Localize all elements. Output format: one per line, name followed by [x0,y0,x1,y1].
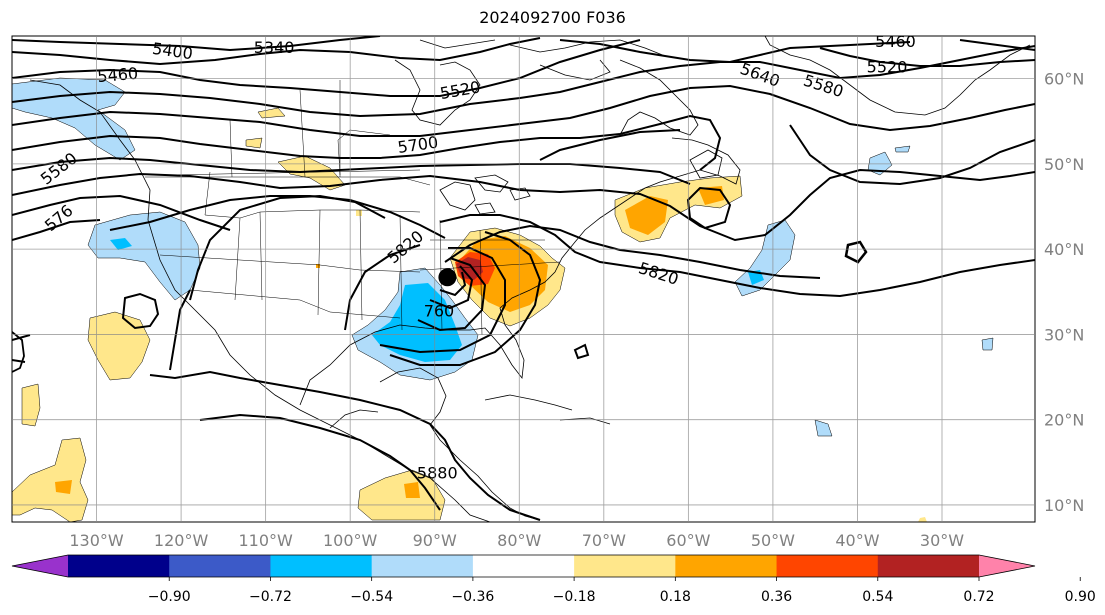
lon-tick-label: 130°W [69,531,124,550]
contour-label: 5460 [97,64,139,86]
lat-tick-label: 40°N [1044,240,1084,259]
lat-tick-label: 10°N [1044,496,1084,515]
contour-label: 5880 [417,464,458,483]
colorbar-segment [574,555,676,577]
lat-tick-label: 30°N [1044,325,1084,344]
colorbar-tick-label: 0.72 [963,589,994,605]
contour-label-text: 5400 [151,39,194,63]
colorbar-tick-label: −0.18 [553,589,596,605]
colorbar-segment [776,555,879,577]
map-frame [11,35,1036,523]
colorbar-tick-label: 0.36 [761,589,792,605]
colorbar-tick-label: −0.72 [249,589,292,605]
contour-label-text: 5340 [254,38,295,57]
contour-label-text: 5640 [738,59,783,91]
colorbar-segment [371,555,474,577]
lat-tick-label: 60°N [1044,70,1084,89]
colorbar-segment [169,555,271,577]
storm-center-marker [438,268,457,287]
lon-tick-label: 110°W [238,531,293,550]
latitude-labels: 60°N 50°N 40°N 30°N 20°N 10°N [1044,70,1084,515]
contour-label: 5400 [151,39,194,63]
colorbar-segment [877,555,980,577]
lon-tick-label: 60°W [666,531,710,550]
contour-label: 5520 [867,58,908,77]
lon-tick-label: 120°W [154,531,209,550]
colorbar-tick-label: 0.54 [862,589,893,605]
lon-tick-label: 90°W [413,531,457,550]
contour-label-text: 5460 [97,64,139,86]
colorbar-outline [11,554,1036,578]
lon-tick-label: 80°W [497,531,541,550]
lon-tick-label: 70°W [582,531,626,550]
lon-tick-label: 30°W [920,531,964,550]
longitude-labels: 130°W 120°W 110°W 100°W 90°W 80°W 70°W 60°W 50°W… [69,531,964,550]
contour-label-text: 760 [424,302,455,321]
colorbar-segment [675,555,778,577]
contour-label: 5340 [254,38,295,57]
lat-lon-gridlines [12,36,1035,522]
colorbar-tick-label: 0.18 [660,589,691,605]
colorbar-extend-high [979,555,1035,577]
colorbar-tick-label: −0.36 [451,589,494,605]
colorbar: −0.90 −0.72 −0.54 −0.36 −0.18 0.18 0.36 0.54 0.7… [11,554,1096,605]
contour-label: 5820 [384,227,427,268]
lon-tick-label: 50°W [751,531,795,550]
colorbar-segment [270,555,373,577]
contour-label-text: 5820 [636,258,681,289]
colorbar-segment [472,555,575,577]
colorbar-extend-low [12,555,68,577]
contour-label-text: 5460 [875,32,916,51]
map-title: 2024092700 F036 [479,8,626,27]
lat-tick-label: 20°N [1044,411,1084,430]
contour-label: 5520 [438,77,481,103]
colorbar-tick-label: 0.90 [1065,589,1096,605]
lon-tick-label: 40°W [835,531,879,550]
geopotential-height-contours [12,36,1035,521]
contour-label-text: 5520 [867,58,908,77]
anomaly-shading [12,77,994,522]
contour-label-text: 5580 [801,71,846,102]
colorbar-tick-label: −0.54 [350,589,393,605]
colorbar-tick-label: −0.90 [148,589,191,605]
lon-tick-label: 100°W [323,531,378,550]
contour-label-text: 5880 [417,464,458,483]
lat-tick-label: 50°N [1044,155,1084,174]
contour-label: 760 [424,302,455,321]
contour-label-text: 5520 [438,77,481,103]
contour-label: 5460 [875,32,916,51]
colorbar-segment [68,555,170,577]
contour-label: 5820 [636,258,681,289]
storm-center [438,268,457,287]
